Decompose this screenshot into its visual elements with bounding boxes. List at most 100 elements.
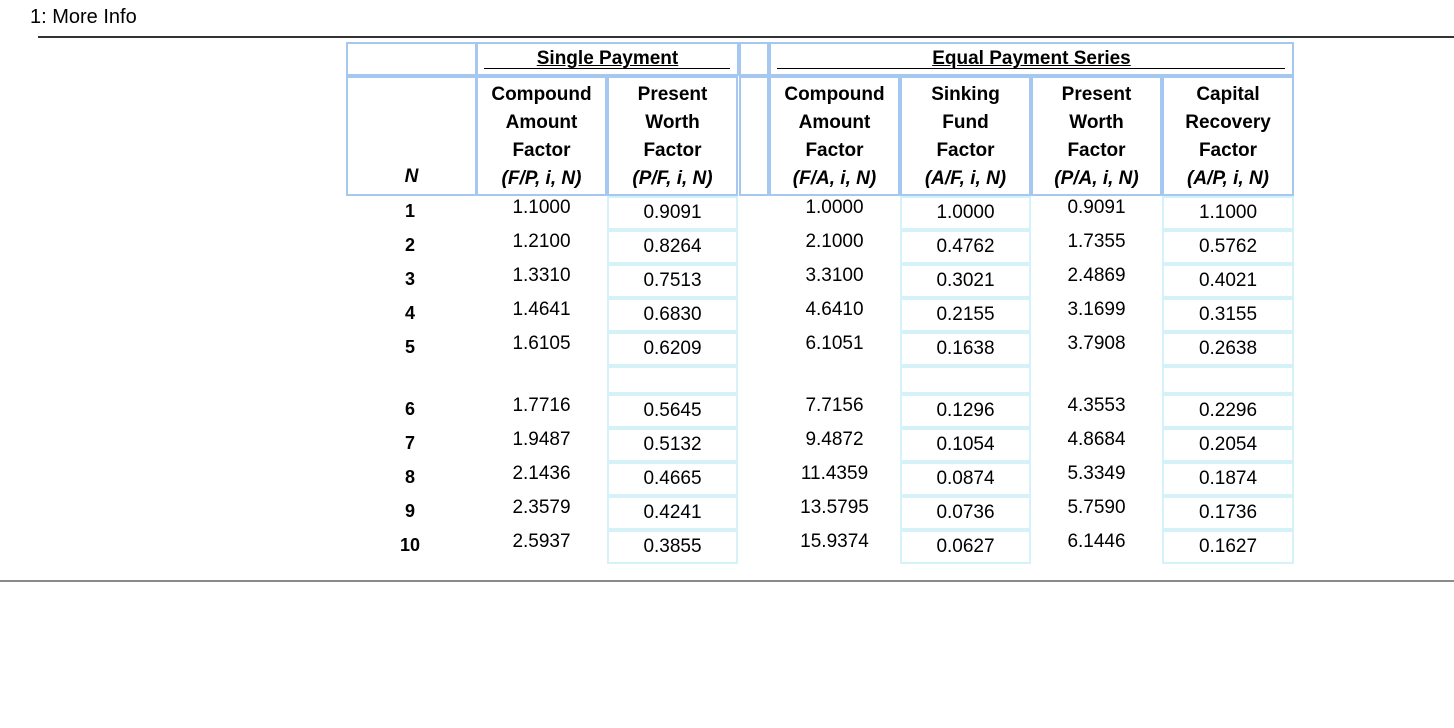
factor-cell: 0.2155 bbox=[900, 298, 1031, 332]
factor-cell: 0.1874 bbox=[1162, 462, 1294, 496]
factor-cell: 1.7716 bbox=[512, 395, 571, 416]
row-n-value: 6 bbox=[404, 399, 415, 419]
group-header-equal-payment-series: Equal Payment Series bbox=[769, 42, 1294, 76]
factor-cell: 0.1296 bbox=[900, 394, 1031, 428]
factor-cell: 0.9091 bbox=[607, 196, 738, 230]
factor-cell: 1.1000 bbox=[1162, 196, 1294, 230]
column-header-line: Present bbox=[1061, 84, 1132, 105]
n-column-header: N bbox=[346, 76, 477, 196]
factor-cell: 0.9091 bbox=[1067, 197, 1126, 218]
column-header-line: Factor bbox=[1198, 140, 1258, 161]
factor-cell: 0.2296 bbox=[1162, 394, 1294, 428]
factor-cell: 13.5795 bbox=[800, 497, 869, 518]
factor-cell: 5.7590 bbox=[1067, 497, 1126, 518]
factor-cell: 0.0627 bbox=[900, 530, 1031, 564]
column-header: Present Worth Factor (P/F, i, N) bbox=[607, 76, 738, 196]
factor-cell: 7.7156 bbox=[805, 395, 864, 416]
column-header: Compound Amount Factor (F/P, i, N) bbox=[476, 76, 607, 196]
column-header-line: Sinking bbox=[931, 84, 1000, 105]
group-header-single-payment: Single Payment bbox=[476, 42, 739, 76]
column-header-symbol: (A/P, i, N) bbox=[1187, 168, 1269, 189]
group-underline bbox=[484, 68, 730, 69]
column-header-line: Factor bbox=[805, 140, 864, 161]
factor-cell: 1.1000 bbox=[512, 197, 571, 218]
column-header-line: Factor bbox=[643, 140, 702, 161]
column-header-line: Worth bbox=[1069, 112, 1124, 133]
factor-cell: 0.1627 bbox=[1162, 530, 1294, 564]
factor-cell: 1.9487 bbox=[512, 429, 571, 450]
column-header-line: Factor bbox=[512, 140, 571, 161]
row-n-value: 8 bbox=[404, 467, 415, 487]
factor-cell: 0.2638 bbox=[1162, 332, 1294, 366]
window-title: 1: More Info bbox=[30, 6, 137, 28]
factor-cell: 0.0874 bbox=[900, 462, 1031, 496]
factor-cell: 1.4641 bbox=[512, 299, 571, 320]
factor-cell: 0.1638 bbox=[900, 332, 1031, 366]
factor-cell: 0.3155 bbox=[1162, 298, 1294, 332]
column-header: Capital Recovery Factor (A/P, i, N) bbox=[1162, 76, 1294, 196]
header-divider bbox=[38, 36, 1454, 38]
factor-cell: 1.3310 bbox=[512, 265, 571, 286]
column-header-symbol: (F/A, i, N) bbox=[792, 168, 877, 189]
column-header-line: Amount bbox=[798, 112, 871, 133]
factor-cell: 4.3553 bbox=[1067, 395, 1126, 416]
group-header-spacer-cell bbox=[739, 42, 769, 76]
factor-cell: 9.4872 bbox=[805, 429, 864, 450]
factor-cell: 0.5645 bbox=[607, 394, 738, 428]
column-header-line: Amount bbox=[505, 112, 578, 133]
factor-cell: 2.4869 bbox=[1067, 265, 1126, 286]
row-n-value: 4 bbox=[404, 303, 415, 323]
column-header-line: Compound bbox=[491, 84, 592, 105]
column-header-line: Fund bbox=[942, 112, 989, 133]
column-header-line: Present bbox=[637, 84, 708, 105]
header-spacer-cell bbox=[739, 76, 769, 196]
column-header-line: Factor bbox=[1067, 140, 1126, 161]
factor-cell: 0.4665 bbox=[607, 462, 738, 496]
factor-cell: 2.5937 bbox=[512, 531, 571, 552]
column-header-line: Recovery bbox=[1185, 112, 1271, 133]
group-header-label: Single Payment bbox=[536, 48, 679, 69]
factor-cell: 2.1436 bbox=[512, 463, 571, 484]
factor-cell: 1.0000 bbox=[805, 197, 864, 218]
row-n-value: 3 bbox=[404, 269, 415, 289]
factor-cell: 0.4241 bbox=[607, 496, 738, 530]
factor-cell: 0.4021 bbox=[1162, 264, 1294, 298]
factor-cell: 1.0000 bbox=[900, 196, 1031, 230]
column-header-line: Worth bbox=[645, 112, 700, 133]
factor-cell: 3.7908 bbox=[1067, 333, 1126, 354]
factor-cell: 0.5762 bbox=[1162, 230, 1294, 264]
row-n-value: 5 bbox=[404, 337, 415, 357]
column-header: Compound Amount Factor (F/A, i, N) bbox=[769, 76, 900, 196]
factor-cell: 0.6830 bbox=[607, 298, 738, 332]
row-n-value: 7 bbox=[404, 433, 415, 453]
column-header: Sinking Fund Factor (A/F, i, N) bbox=[900, 76, 1031, 196]
group-underline bbox=[777, 68, 1285, 69]
group-header-label: Equal Payment Series bbox=[932, 48, 1131, 69]
factor-cell: 6.1446 bbox=[1067, 531, 1126, 552]
factor-cell: 15.9374 bbox=[800, 531, 869, 552]
factor-cell: 0.1054 bbox=[900, 428, 1031, 462]
factor-cell: 3.1699 bbox=[1067, 299, 1126, 320]
factor-cell: 11.4359 bbox=[800, 463, 869, 484]
factor-cell: 0.5132 bbox=[607, 428, 738, 462]
column-header-symbol: (P/A, i, N) bbox=[1054, 168, 1139, 189]
factor-cell: 0.7513 bbox=[607, 264, 738, 298]
factor-cell: 1.2100 bbox=[512, 231, 571, 252]
factor-cell: 6.1051 bbox=[805, 333, 864, 354]
column-header-line: Factor bbox=[936, 140, 995, 161]
factor-cell: 2.1000 bbox=[805, 231, 864, 252]
factor-cell: 0.8264 bbox=[607, 230, 738, 264]
factor-cell: 2.3579 bbox=[512, 497, 571, 518]
factor-cell: 5.3349 bbox=[1067, 463, 1126, 484]
group-header-blank-cell bbox=[346, 42, 477, 76]
row-n-value: 1 bbox=[404, 201, 415, 221]
factor-cell: 0.4762 bbox=[900, 230, 1031, 264]
factor-cell: 0.1736 bbox=[1162, 496, 1294, 530]
factor-cell: 3.3100 bbox=[805, 265, 864, 286]
column-header-line: Capital bbox=[1196, 84, 1260, 105]
factor-cell: 1.7355 bbox=[1067, 231, 1126, 252]
column-header: Present Worth Factor (P/A, i, N) bbox=[1031, 76, 1162, 196]
factor-cell: 0.0736 bbox=[900, 496, 1031, 530]
factor-cell: 1.6105 bbox=[512, 333, 571, 354]
n-column-label: N bbox=[404, 166, 419, 187]
